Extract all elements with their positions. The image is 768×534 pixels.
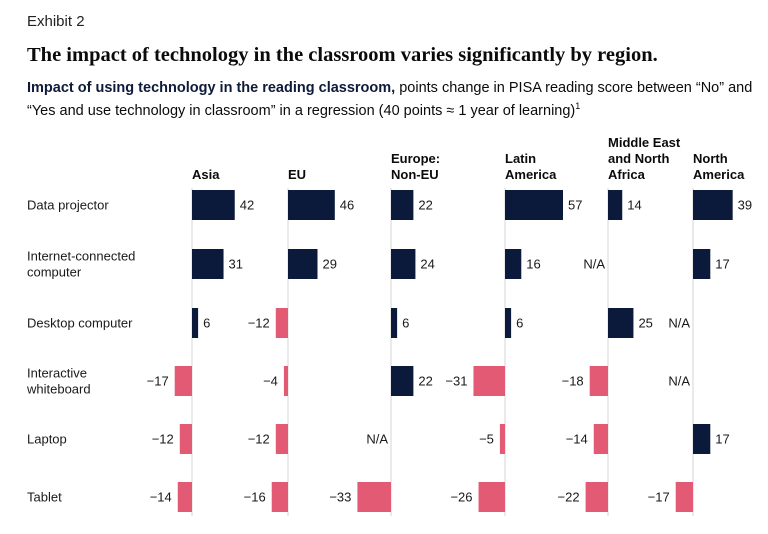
- series-header: Africa: [608, 167, 646, 182]
- data-label: −5: [479, 432, 494, 447]
- series-header: America: [505, 167, 557, 182]
- bar: [499, 424, 505, 454]
- na-label: N/A: [583, 257, 605, 272]
- bar: [505, 249, 522, 279]
- bar: [192, 308, 199, 338]
- bar: [177, 482, 192, 512]
- bar: [585, 482, 608, 512]
- data-label: −16: [244, 490, 266, 505]
- data-label: 6: [402, 316, 409, 331]
- data-label: 57: [568, 198, 582, 213]
- data-label: −31: [445, 374, 467, 389]
- series-header: Non-EU: [391, 167, 439, 182]
- chart-subtitle: Impact of using technology in the readin…: [27, 79, 762, 120]
- bar: [179, 424, 192, 454]
- bar: [675, 482, 693, 512]
- data-label: 6: [516, 316, 523, 331]
- series-header: Latin: [505, 151, 536, 166]
- bar: [192, 249, 224, 279]
- data-label: −26: [450, 490, 472, 505]
- row-label: Laptop: [27, 432, 67, 447]
- data-label: −22: [558, 490, 580, 505]
- bar: [693, 190, 733, 220]
- row-label: Data projector: [27, 198, 109, 213]
- data-label: 46: [340, 198, 354, 213]
- bar: [505, 308, 512, 338]
- series-header: and North: [608, 151, 669, 166]
- data-label: 24: [420, 257, 434, 272]
- data-label: 39: [738, 198, 752, 213]
- exhibit-label: Exhibit 2: [27, 13, 85, 30]
- chart-title: The impact of technology in the classroo…: [27, 44, 658, 66]
- data-label: −14: [150, 490, 172, 505]
- bar: [391, 190, 414, 220]
- data-label: −12: [248, 316, 270, 331]
- data-label: 16: [526, 257, 540, 272]
- bar: [275, 308, 288, 338]
- series-header: Middle East: [608, 135, 681, 150]
- series-header: America: [693, 167, 745, 182]
- bar: [505, 190, 563, 220]
- data-label: −14: [566, 432, 588, 447]
- bar: [271, 482, 288, 512]
- bar: [288, 190, 335, 220]
- data-label: −4: [263, 374, 278, 389]
- bar: [288, 249, 318, 279]
- bar: [589, 366, 608, 396]
- row-label: Desktop computer: [27, 316, 133, 331]
- subtitle-bold: Impact of using technology in the readin…: [27, 80, 396, 96]
- series-header: EU: [288, 167, 306, 182]
- bar: [608, 308, 634, 338]
- na-label: N/A: [366, 432, 388, 447]
- row-label: Interactive whiteboard: [26, 366, 91, 397]
- data-label: 31: [229, 257, 243, 272]
- data-label: 25: [638, 316, 652, 331]
- data-label: −12: [152, 432, 174, 447]
- bar: [693, 249, 711, 279]
- bar: [593, 424, 608, 454]
- data-label: −18: [562, 374, 584, 389]
- data-label: −17: [648, 490, 670, 505]
- bar: [192, 190, 235, 220]
- subtitle-rest: points change in PISA reading score betw…: [27, 80, 753, 119]
- bar: [283, 366, 288, 396]
- data-label: 14: [627, 198, 641, 213]
- footnote-mark: 1: [575, 101, 581, 111]
- data-label: 29: [323, 257, 337, 272]
- na-label: N/A: [668, 374, 690, 389]
- bar: [693, 424, 711, 454]
- series-header: Asia: [192, 167, 220, 182]
- data-label: 22: [418, 198, 432, 213]
- bar: [357, 482, 391, 512]
- data-label: 42: [240, 198, 254, 213]
- na-label: N/A: [668, 316, 690, 331]
- bar: [391, 308, 398, 338]
- data-label: −33: [329, 490, 351, 505]
- bar: [391, 249, 416, 279]
- series-header: Europe:: [391, 151, 440, 166]
- bar: [391, 366, 414, 396]
- bar: [473, 366, 505, 396]
- bar: [275, 424, 288, 454]
- data-label: −12: [248, 432, 270, 447]
- series-header: North: [693, 151, 728, 166]
- data-label: 17: [715, 257, 729, 272]
- bar: [478, 482, 505, 512]
- data-label: 22: [418, 374, 432, 389]
- data-label: 17: [715, 432, 729, 447]
- row-label: Tablet: [27, 490, 62, 505]
- row-label: Internet-connected computer: [27, 249, 135, 280]
- bar: [608, 190, 623, 220]
- data-label: −17: [147, 374, 169, 389]
- bar: [174, 366, 192, 396]
- data-label: 6: [203, 316, 210, 331]
